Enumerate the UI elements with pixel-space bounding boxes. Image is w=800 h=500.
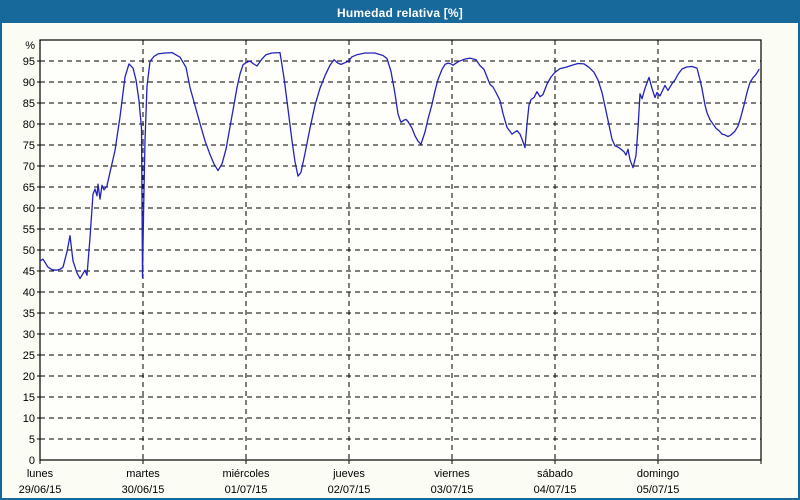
x-day-date: 04/07/15 — [534, 484, 577, 496]
y-tick-label: 75 — [23, 140, 35, 152]
x-day-name: miércoles — [222, 468, 270, 480]
y-tick-label: 40 — [23, 287, 35, 299]
x-day-date: 29/06/15 — [19, 484, 62, 496]
y-tick-label: 10 — [23, 413, 35, 425]
y-tick-label: 55 — [23, 224, 35, 236]
y-tick-label: 90 — [23, 77, 35, 89]
x-day-name: lunes — [27, 468, 54, 480]
y-tick-label: 60 — [23, 203, 35, 215]
x-day-name: sábado — [537, 468, 573, 480]
y-gridlines — [40, 60, 761, 440]
x-day-name: viernes — [434, 468, 470, 480]
y-tick-label: 50 — [23, 245, 35, 257]
humidity-series-line — [39, 51, 760, 280]
y-tick-label: 15 — [23, 392, 35, 404]
axis-ticks — [37, 60, 762, 464]
x-day-name: martes — [126, 468, 160, 480]
y-tick-label: 45 — [23, 266, 35, 278]
y-tick-label: 85 — [23, 98, 35, 110]
y-tick-label: 35 — [23, 308, 35, 320]
x-day-name: domingo — [637, 468, 679, 480]
x-day-date: 01/07/15 — [225, 484, 268, 496]
y-tick-label: 70 — [23, 161, 35, 173]
y-tick-label: 25 — [23, 350, 35, 362]
x-day-date: 30/06/15 — [122, 484, 165, 496]
y-tick-label: 95 — [23, 56, 35, 68]
chart-area: 0 5 10 15 20 25 30 35 40 45 50 55 60 65 70 75 80 85 90 95% l… — [2, 23, 798, 498]
y-axis-labels: 0 5 10 15 20 25 30 35 40 45 50 55 60 65 70 75 80 85 90 95% — [23, 40, 35, 467]
y-tick-label: 65 — [23, 182, 35, 194]
y-axis-unit-label: % — [25, 40, 35, 52]
x-axis-labels: lunes 29/06/15 martes 30/06/15 miércoles 01/0… — [19, 468, 680, 496]
title-bar: Humedad relativa [%] — [2, 2, 798, 23]
y-tick-label: 5 — [29, 434, 35, 446]
x-day-date: 05/07/15 — [637, 484, 680, 496]
y-tick-label: 0 — [29, 455, 35, 467]
humidity-line-chart: 0 5 10 15 20 25 30 35 40 45 50 55 60 65 70 75 80 85 90 95% l… — [19, 39, 762, 496]
chart-title: Humedad relativa [%] — [336, 5, 464, 20]
y-tick-label: 30 — [23, 329, 35, 341]
y-tick-label: 80 — [23, 119, 35, 131]
y-tick-label: 20 — [23, 371, 35, 383]
x-day-name: jueves — [332, 468, 365, 480]
x-day-date: 03/07/15 — [431, 484, 474, 496]
x-day-date: 02/07/15 — [328, 484, 371, 496]
